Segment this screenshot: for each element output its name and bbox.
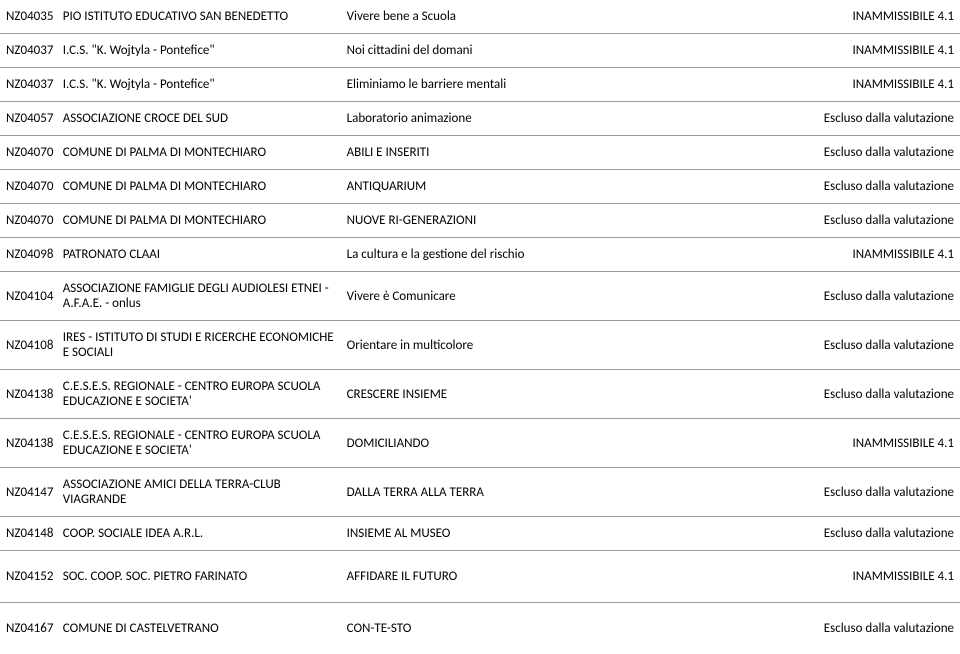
table-row: NZ04057ASSOCIAZIONE CROCE DEL SUDLaborat… <box>0 102 960 136</box>
cell-name: ASSOCIAZIONE FAMIGLIE DEGLI AUDIOLESI ET… <box>57 272 341 321</box>
cell-code: NZ04104 <box>0 272 57 321</box>
cell-status: INAMMISSIBILE 4.1 <box>661 34 960 68</box>
cell-status: Escluso dalla valutazione <box>661 136 960 170</box>
cell-name: COMUNE DI CASTELVETRANO <box>57 603 341 654</box>
cell-name: COMUNE DI PALMA DI MONTECHIARO <box>57 136 341 170</box>
cell-status: INAMMISSIBILE 4.1 <box>661 0 960 34</box>
cell-name: I.C.S. "K. Wojtyla - Pontefice" <box>57 68 341 102</box>
cell-name: COMUNE DI PALMA DI MONTECHIARO <box>57 204 341 238</box>
cell-code: NZ04035 <box>0 0 57 34</box>
cell-code: NZ04108 <box>0 321 57 370</box>
cell-name: C.E.S.E.S. REGIONALE - CENTRO EUROPA SCU… <box>57 370 341 419</box>
cell-name: ASSOCIAZIONE CROCE DEL SUD <box>57 102 341 136</box>
cell-description: AFFIDARE IL FUTURO <box>341 551 661 603</box>
cell-name: COOP. SOCIALE IDEA A.R.L. <box>57 517 341 551</box>
cell-status: Escluso dalla valutazione <box>661 468 960 517</box>
cell-description: Eliminiamo le barriere mentali <box>341 68 661 102</box>
cell-status: Escluso dalla valutazione <box>661 204 960 238</box>
cell-status: Escluso dalla valutazione <box>661 517 960 551</box>
cell-code: NZ04147 <box>0 468 57 517</box>
table-row: NZ04037I.C.S. "K. Wojtyla - Pontefice"No… <box>0 34 960 68</box>
cell-code: NZ04070 <box>0 170 57 204</box>
cell-status: Escluso dalla valutazione <box>661 272 960 321</box>
cell-code: NZ04148 <box>0 517 57 551</box>
cell-name: C.E.S.E.S. REGIONALE - CENTRO EUROPA SCU… <box>57 419 341 468</box>
cell-code: NZ04037 <box>0 34 57 68</box>
cell-code: NZ04138 <box>0 419 57 468</box>
cell-description: INSIEME AL MUSEO <box>341 517 661 551</box>
cell-description: Vivere bene a Scuola <box>341 0 661 34</box>
table-row: NZ04098PATRONATO CLAAILa cultura e la ge… <box>0 238 960 272</box>
cell-description: NUOVE RI-GENERAZIONI <box>341 204 661 238</box>
cell-name: COMUNE DI PALMA DI MONTECHIARO <box>57 170 341 204</box>
cell-description: ABILI E INSERITI <box>341 136 661 170</box>
cell-description: Laboratorio animazione <box>341 102 661 136</box>
cell-code: NZ04167 <box>0 603 57 654</box>
cell-description: CRESCERE INSIEME <box>341 370 661 419</box>
table-row: NZ04147ASSOCIAZIONE AMICI DELLA TERRA-CL… <box>0 468 960 517</box>
table-row: NZ04138C.E.S.E.S. REGIONALE - CENTRO EUR… <box>0 370 960 419</box>
cell-description: CON-TE-STO <box>341 603 661 654</box>
records-table: NZ04035PIO ISTITUTO EDUCATIVO SAN BENEDE… <box>0 0 960 654</box>
cell-status: Escluso dalla valutazione <box>661 370 960 419</box>
cell-name: SOC. COOP. SOC. PIETRO FARINATO <box>57 551 341 603</box>
table-row: NZ04167COMUNE DI CASTELVETRANOCON-TE-STO… <box>0 603 960 654</box>
table-row: NZ04037I.C.S. "K. Wojtyla - Pontefice"El… <box>0 68 960 102</box>
cell-status: INAMMISSIBILE 4.1 <box>661 551 960 603</box>
cell-status: INAMMISSIBILE 4.1 <box>661 419 960 468</box>
cell-code: NZ04070 <box>0 136 57 170</box>
cell-name: PIO ISTITUTO EDUCATIVO SAN BENEDETTO <box>57 0 341 34</box>
cell-code: NZ04057 <box>0 102 57 136</box>
table-row: NZ04148COOP. SOCIALE IDEA A.R.L.INSIEME … <box>0 517 960 551</box>
cell-status: Escluso dalla valutazione <box>661 603 960 654</box>
table-row: NZ04035PIO ISTITUTO EDUCATIVO SAN BENEDE… <box>0 0 960 34</box>
cell-name: PATRONATO CLAAI <box>57 238 341 272</box>
cell-description: Orientare in multicolore <box>341 321 661 370</box>
cell-code: NZ04070 <box>0 204 57 238</box>
table-row: NZ04152SOC. COOP. SOC. PIETRO FARINATOAF… <box>0 551 960 603</box>
table-row: NZ04108IRES - ISTITUTO DI STUDI E RICERC… <box>0 321 960 370</box>
cell-status: INAMMISSIBILE 4.1 <box>661 68 960 102</box>
cell-code: NZ04152 <box>0 551 57 603</box>
cell-description: ANTIQUARIUM <box>341 170 661 204</box>
cell-status: Escluso dalla valutazione <box>661 321 960 370</box>
cell-description: La cultura e la gestione del rischio <box>341 238 661 272</box>
table-row: NZ04070COMUNE DI PALMA DI MONTECHIAROANT… <box>0 170 960 204</box>
cell-code: NZ04098 <box>0 238 57 272</box>
cell-name: I.C.S. "K. Wojtyla - Pontefice" <box>57 34 341 68</box>
cell-code: NZ04037 <box>0 68 57 102</box>
cell-name: IRES - ISTITUTO DI STUDI E RICERCHE ECON… <box>57 321 341 370</box>
cell-name: ASSOCIAZIONE AMICI DELLA TERRA-CLUB VIAG… <box>57 468 341 517</box>
table-row: NZ04070COMUNE DI PALMA DI MONTECHIAROABI… <box>0 136 960 170</box>
cell-status: INAMMISSIBILE 4.1 <box>661 238 960 272</box>
table-row: NZ04138C.E.S.E.S. REGIONALE - CENTRO EUR… <box>0 419 960 468</box>
cell-description: Noi cittadini del domani <box>341 34 661 68</box>
table-row: NZ04070COMUNE DI PALMA DI MONTECHIARONUO… <box>0 204 960 238</box>
cell-description: DALLA TERRA ALLA TERRA <box>341 468 661 517</box>
cell-status: Escluso dalla valutazione <box>661 170 960 204</box>
cell-description: DOMICILIANDO <box>341 419 661 468</box>
cell-description: Vivere è Comunicare <box>341 272 661 321</box>
cell-code: NZ04138 <box>0 370 57 419</box>
cell-status: Escluso dalla valutazione <box>661 102 960 136</box>
table-row: NZ04104ASSOCIAZIONE FAMIGLIE DEGLI AUDIO… <box>0 272 960 321</box>
